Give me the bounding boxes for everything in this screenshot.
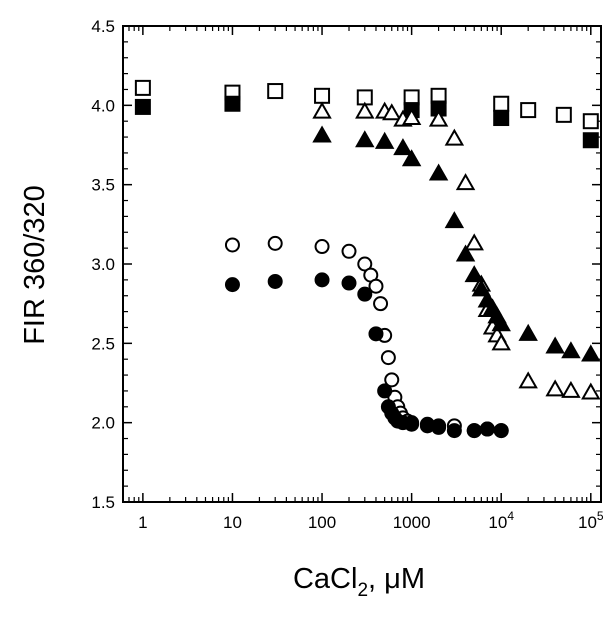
circle-marker [368,326,384,342]
triangle-marker [355,101,375,119]
circle-marker [224,277,240,293]
y-tick-label: 3.0 [91,255,115,274]
square-marker [493,110,510,127]
circle-marker [446,423,462,439]
triangle-marker [401,149,422,167]
x-tick-label: 10 [223,513,242,532]
x-tick-label: 1000 [393,513,431,532]
triangle-marker [581,344,601,362]
square-marker [267,83,284,100]
x-axis-title-unit: , μM [368,563,425,595]
y-tick-label: 4.5 [91,17,115,36]
circle-marker [493,423,509,439]
triangle-marker [393,138,413,156]
circle-marker [377,383,393,399]
x-tick-label: 100 [308,513,336,532]
triangle-marker [374,131,395,149]
triangle-marker [401,108,422,126]
triangle-marker [464,265,484,283]
triangle-marker [312,125,332,143]
triangle-marker [464,233,484,251]
triangle-marker [491,314,511,332]
circle-marker [479,421,495,437]
y-tick-label: 2.0 [91,414,115,433]
triangle-marker [455,244,476,262]
square-marker [314,87,331,104]
triangle-marker [545,336,565,354]
triangle-marker [491,333,511,351]
circle-marker [267,235,283,251]
square-marker [582,113,599,130]
y-axis-title: FIR 360/320 [19,185,51,345]
triangle-marker [355,130,375,148]
triangle-marker [428,109,449,127]
circle-marker [357,286,373,302]
circle-marker [314,272,330,288]
x-axis-title: CaCl2, μM [293,563,425,601]
circle-marker [384,372,400,388]
x-axis-title-subscript: 2 [357,580,368,601]
square-marker [493,95,510,112]
circle-marker [267,273,283,289]
square-marker [134,79,151,96]
x-axis-title-main: CaCl [293,563,357,595]
circle-marker [341,243,357,259]
square-marker [582,132,599,149]
triangle-marker [444,211,465,229]
data-points [134,79,601,439]
triangle-marker [471,279,492,297]
circle-marker [314,239,330,255]
y-tick-label: 3.5 [91,176,115,195]
x-tick-label: 1 [138,513,147,532]
x-tick-label: 105 [578,509,604,532]
circle-marker [466,423,482,439]
circle-marker [431,419,447,435]
square-marker [224,95,241,112]
triangle-marker [545,379,565,397]
triangle-marker [581,382,601,400]
circle-marker [373,296,389,312]
square-marker [134,98,151,115]
circle-marker [404,416,420,432]
square-marker [520,102,537,119]
square-marker [555,106,572,123]
triangle-marker [455,173,476,191]
triangle-marker [561,341,581,359]
triangle-marker [312,101,332,119]
circle-marker [380,350,396,366]
circle-marker [357,256,373,272]
triangle-marker [382,103,402,121]
triangle-marker [518,323,538,341]
circle-marker [368,278,384,294]
triangle-marker [561,380,581,398]
plot-axes: 1.5 2.0 2.5 3.0 3.5 4.0 4.5 1 10 100 1000 104 105 [91,17,604,532]
circle-marker [224,237,240,253]
triangle-marker [428,163,449,181]
x-tick-label: 104 [488,509,514,532]
y-tick-label: 4.0 [91,96,115,115]
y-tick-label: 1.5 [91,493,115,512]
circle-marker [341,275,357,291]
triangle-marker [518,371,538,389]
y-tick-label: 2.5 [91,334,115,353]
triangle-marker [444,128,465,146]
